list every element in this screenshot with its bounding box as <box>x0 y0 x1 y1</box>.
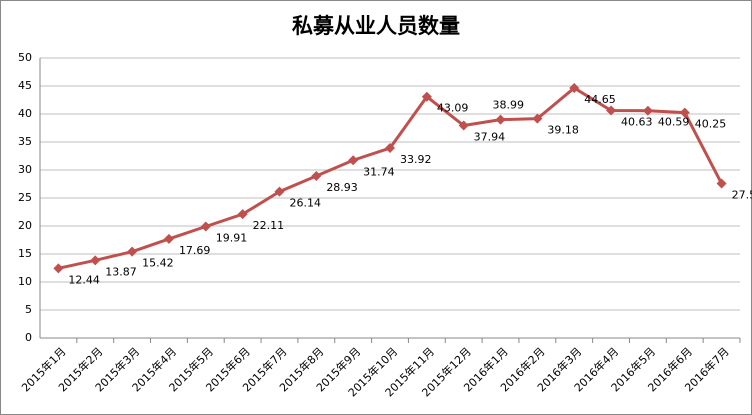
marker <box>716 178 727 189</box>
y-tick-label: 25 <box>18 191 32 204</box>
y-tick-label: 0 <box>25 331 32 344</box>
data-label: 31.74 <box>363 165 395 178</box>
y-tick-label: 40 <box>18 107 32 120</box>
data-label: 38.99 <box>493 99 525 112</box>
data-label: 15.42 <box>142 257 174 270</box>
data-label: 12.44 <box>68 273 100 286</box>
data-label: 19.91 <box>216 232 248 245</box>
marker <box>421 91 432 102</box>
marker <box>237 209 248 220</box>
marker <box>274 186 285 197</box>
y-tick-label: 20 <box>18 219 32 232</box>
data-label: 27.58 <box>732 189 752 202</box>
marker <box>348 155 359 166</box>
data-label: 39.18 <box>547 124 579 137</box>
marker <box>495 114 506 125</box>
y-tick-label: 35 <box>18 135 32 148</box>
marker <box>90 255 101 266</box>
data-label: 28.93 <box>326 181 358 194</box>
y-tick-label: 5 <box>25 303 32 316</box>
y-tick-label: 10 <box>18 275 32 288</box>
marker <box>200 221 211 232</box>
data-label: 33.92 <box>400 153 432 166</box>
marker <box>163 233 174 244</box>
data-label: 17.69 <box>179 244 211 257</box>
data-label: 13.87 <box>105 265 136 278</box>
marker <box>53 263 64 274</box>
marker <box>532 113 543 124</box>
data-label: 43.09 <box>437 102 469 115</box>
chart-title: 私募从业人员数量 <box>292 14 460 38</box>
data-label: 40.63 <box>621 115 653 128</box>
data-label: 37.94 <box>474 131 506 144</box>
marker <box>385 143 395 154</box>
marker <box>127 246 138 257</box>
marker <box>458 120 469 131</box>
marker <box>311 170 322 181</box>
marker <box>679 107 690 118</box>
y-tick-label: 50 <box>18 51 32 64</box>
data-label: 44.65 <box>584 93 616 106</box>
y-tick-label: 15 <box>18 247 32 260</box>
data-label: 26.14 <box>289 197 321 210</box>
y-tick-label: 30 <box>18 163 32 176</box>
data-label: 22.11 <box>253 219 285 232</box>
marker <box>642 105 653 116</box>
marker <box>569 82 580 93</box>
data-label: 40.59 <box>658 116 690 129</box>
data-label: 40.25 <box>695 118 727 131</box>
y-tick-label: 45 <box>18 79 32 92</box>
marker <box>606 105 617 116</box>
